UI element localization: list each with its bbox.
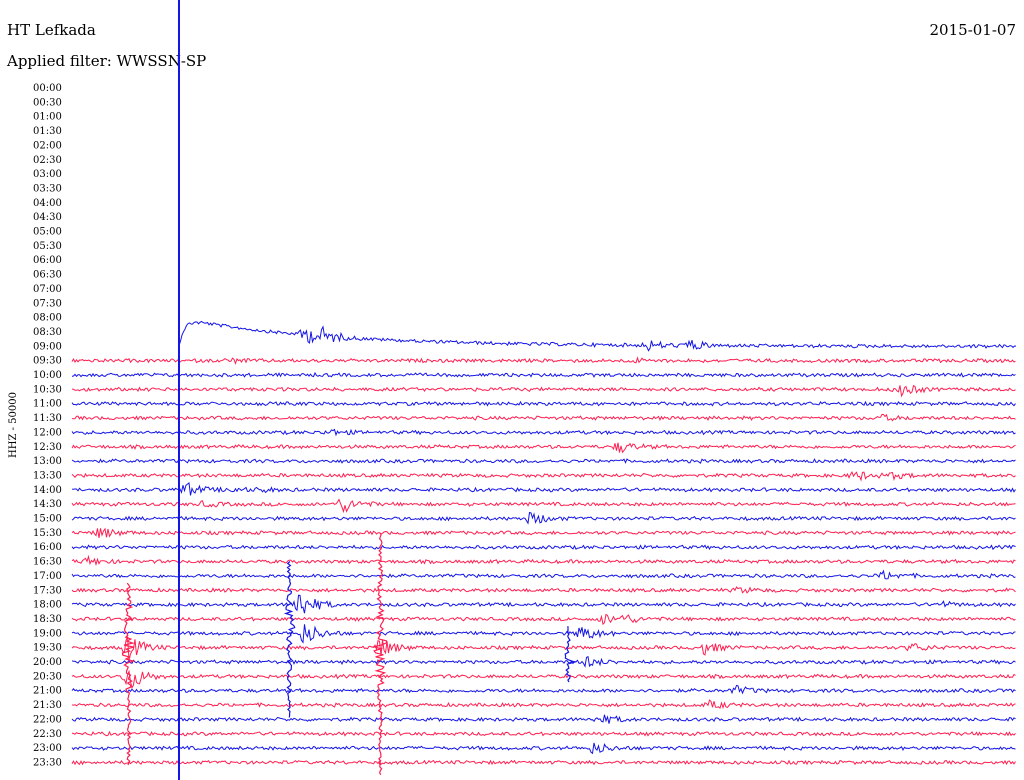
time-tick-label: 16:30 [33, 557, 62, 568]
time-tick-label: 00:00 [33, 83, 62, 94]
trace-row-23:00 [71, 742, 1016, 755]
time-tick-label: 07:00 [33, 284, 62, 295]
time-tick-label: 04:00 [33, 198, 62, 209]
time-tick-label: 13:00 [33, 456, 62, 467]
event-spike [564, 626, 577, 683]
station-title: HT Lefkada [7, 21, 96, 39]
trace-row-16:30 [71, 554, 1016, 567]
time-tick-label: 04:30 [33, 212, 62, 223]
trace-row-13:00 [71, 458, 1016, 464]
event-spike [121, 582, 136, 766]
trace-row-09:30 [71, 356, 1016, 365]
time-tick-label: 18:00 [33, 600, 62, 611]
trace-row-14:00 [71, 481, 1016, 496]
trace-row-22:00 [71, 714, 1016, 724]
time-tick-label: 15:30 [33, 528, 62, 539]
trace-row-20:00 [71, 655, 1016, 668]
time-tick-label: 00:30 [33, 97, 62, 108]
time-tick-label: 03:00 [33, 169, 62, 180]
trace-row-15:00 [71, 511, 1016, 525]
trace-row-10:30 [71, 384, 1016, 398]
trace-row-21:00 [71, 684, 1016, 695]
trace-row-09:00 [178, 320, 1017, 352]
time-tick-label: 09:00 [33, 341, 62, 352]
time-tick-label: 23:30 [33, 757, 62, 768]
trace-row-20:30 [71, 669, 1016, 689]
time-tick-label: 05:30 [33, 241, 62, 252]
time-tick-label: 05:00 [33, 227, 62, 238]
time-tick-labels: 00:00 00:30 01:00 01:30 02:00 02:30 03:00 03:30… [33, 83, 62, 768]
trace-row-18:30 [71, 613, 1016, 626]
time-tick-label: 01:00 [33, 112, 62, 123]
event-spikes [121, 532, 577, 776]
event-spike [371, 532, 388, 776]
time-tick-label: 17:00 [33, 571, 62, 582]
trace-row-11:00 [71, 400, 1016, 407]
trace-row-15:30 [71, 527, 1016, 538]
time-tick-label: 08:30 [33, 327, 62, 338]
time-tick-label: 03:30 [33, 183, 62, 194]
channel-label: HHZ - 50000 [8, 392, 19, 458]
trace-row-19:00 [71, 624, 1016, 644]
event-spike [283, 561, 296, 718]
time-tick-label: 14:30 [33, 499, 62, 510]
time-tick-label: 08:00 [33, 313, 62, 324]
trace-row-13:30 [71, 470, 1016, 482]
time-tick-label: 19:00 [33, 628, 62, 639]
time-tick-label: 06:00 [33, 255, 62, 266]
time-tick-label: 07:30 [33, 298, 62, 309]
seismic-traces [71, 320, 1017, 766]
trace-row-23:30 [71, 759, 1016, 766]
time-tick-label: 18:30 [33, 614, 62, 625]
time-tick-label: 10:00 [33, 370, 62, 381]
filter-label: Applied filter: WWSSN-SP [6, 52, 206, 70]
time-tick-label: 19:30 [33, 643, 62, 654]
trace-row-14:30 [71, 498, 1016, 514]
date-label: 2015-01-07 [930, 21, 1016, 39]
time-tick-label: 10:30 [33, 384, 62, 395]
trace-row-17:00 [71, 569, 1016, 580]
time-tick-label: 11:30 [33, 413, 62, 424]
time-tick-label: 06:30 [33, 270, 62, 281]
time-tick-label: 02:30 [33, 155, 62, 166]
time-tick-label: 21:00 [33, 686, 62, 697]
time-tick-label: 13:30 [33, 470, 62, 481]
trace-row-12:00 [71, 428, 1016, 437]
trace-row-19:30 [71, 636, 1016, 660]
time-tick-label: 20:00 [33, 657, 62, 668]
time-tick-label: 01:30 [33, 126, 62, 137]
trace-row-12:30 [71, 442, 1016, 454]
time-tick-label: 17:30 [33, 585, 62, 596]
trace-row-10:00 [71, 371, 1016, 378]
time-tick-label: 02:00 [33, 140, 62, 151]
time-tick-label: 09:30 [33, 356, 62, 367]
time-tick-label: 21:30 [33, 700, 62, 711]
trace-row-16:00 [71, 544, 1016, 551]
time-tick-label: 12:00 [33, 427, 62, 438]
time-tick-label: 11:00 [33, 399, 62, 410]
time-tick-label: 12:30 [33, 442, 62, 453]
trace-row-17:30 [71, 586, 1016, 594]
trace-row-11:30 [71, 413, 1016, 422]
time-tick-label: 23:00 [33, 743, 62, 754]
time-tick-label: 22:30 [33, 729, 62, 740]
trace-row-22:30 [71, 730, 1016, 737]
trace-row-21:30 [71, 699, 1016, 710]
time-tick-label: 16:00 [33, 542, 62, 553]
time-tick-label: 22:00 [33, 714, 62, 725]
time-tick-label: 20:30 [33, 671, 62, 682]
time-tick-label: 15:00 [33, 514, 62, 525]
trace-row-18:00 [71, 594, 1016, 614]
time-tick-label: 14:00 [33, 485, 62, 496]
